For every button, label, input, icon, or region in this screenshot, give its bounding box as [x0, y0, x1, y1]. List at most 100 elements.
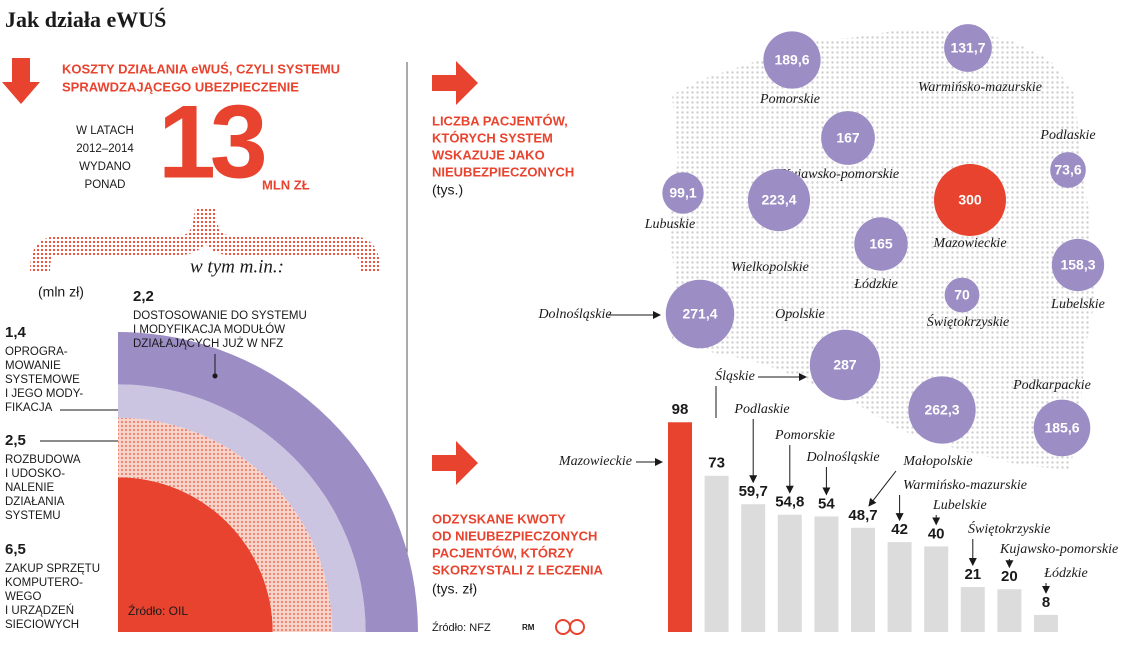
value-label: 20 — [1001, 568, 1018, 585]
category-label: ZAKUP SPRZĘTU — [5, 563, 100, 575]
category-label: I JEGO MODY- — [5, 388, 83, 400]
bubble — [747, 168, 811, 232]
bar — [960, 587, 985, 632]
region-label: Kujawsko-pomorskie — [780, 167, 899, 182]
bubble — [809, 329, 881, 401]
category-label: KOMPUTERO- — [5, 577, 83, 589]
value-label: 287 — [833, 357, 857, 373]
ring-segment — [118, 384, 366, 632]
ring-segment — [118, 477, 273, 632]
region-label: Opolskie — [775, 307, 825, 322]
category-label: OPROGRA- — [5, 346, 68, 358]
value-label: 158,3 — [1060, 257, 1095, 273]
leader-line — [868, 470, 897, 507]
value-label: 185,6 — [1044, 420, 1079, 436]
intro-text: 2012–2014 — [76, 143, 134, 155]
section-title: WSKAZUJE JAKO — [432, 147, 545, 162]
value-label: 98 — [672, 401, 689, 418]
ring-segment — [118, 417, 333, 632]
category-label: SIECIOWYCH — [5, 619, 79, 631]
region-label: Podlaskie — [1039, 128, 1095, 143]
region-label: Łódzkie — [1043, 566, 1088, 581]
value-label: 131,7 — [950, 40, 985, 56]
bubble — [1033, 399, 1091, 457]
value-label: 21 — [964, 566, 981, 583]
value-label: 73,6 — [1054, 162, 1081, 178]
total-value: 13 — [158, 84, 265, 200]
bubble — [854, 217, 908, 271]
category-label: MOWANIE — [5, 360, 61, 372]
value-label: 48,7 — [848, 507, 877, 524]
region-label: Śląskie — [715, 367, 755, 384]
bar — [668, 422, 692, 632]
category-label: WEGO — [5, 591, 41, 603]
category-label: SYSTEMOWE — [5, 374, 80, 386]
region-label: Dolnośląskie — [805, 450, 879, 465]
region-label: Mazowieckie — [558, 454, 632, 469]
arrow-icon — [432, 61, 478, 105]
unit-label: (tys.) — [432, 182, 463, 198]
value-label: 2,2 — [133, 288, 154, 305]
brace — [30, 207, 380, 273]
section-title: PACJENTÓW, KTÓRZY — [432, 545, 574, 560]
section-title: OD NIEUBEZPIECZONYCH — [432, 528, 597, 543]
region-label: Podkarpackie — [1012, 378, 1091, 393]
arrow-icon — [2, 58, 40, 104]
bubble — [944, 24, 992, 72]
value-label: 73 — [708, 455, 725, 472]
bubble — [1051, 238, 1105, 292]
source: Źródło: NFZ — [432, 621, 491, 634]
bar — [924, 546, 949, 632]
value-label: 8 — [1042, 594, 1050, 611]
region-label: Warmińsko-mazurskie — [918, 80, 1042, 95]
value-label: 262,3 — [924, 402, 959, 418]
value-label: 70 — [954, 287, 970, 303]
region-label: Pomorskie — [759, 92, 820, 107]
region-label: Lubelskie — [1050, 297, 1105, 312]
value-label: 6,5 — [5, 541, 26, 558]
section-title: NIEUBEZPIECZONYCH — [432, 164, 574, 179]
category-label: FIKACJA — [5, 402, 53, 414]
region-label: Wielkopolskie — [731, 260, 809, 275]
region-label: Podlaskie — [733, 402, 789, 417]
unit-label: (tys. zł) — [432, 581, 477, 597]
category-label: ROZBUDOWA — [5, 454, 81, 466]
leader-dot — [212, 373, 218, 379]
region-label: Mazowieckie — [932, 236, 1006, 251]
section-title: KTÓRYCH SYSTEM — [432, 130, 553, 145]
subtitle: w tym m.in.: — [190, 256, 284, 277]
category-label: SYSTEMU — [5, 510, 61, 522]
value-label: 42 — [891, 521, 908, 538]
intro-text: WYDANO — [79, 161, 131, 173]
region-label: Dolnośląskie — [537, 307, 611, 322]
category-label: I UDOSKO- — [5, 468, 65, 480]
region-label: Warmińsko-mazurskie — [903, 478, 1027, 493]
bar — [814, 516, 839, 632]
value-label: 189,6 — [774, 52, 809, 68]
value-label: 165 — [869, 236, 893, 252]
section-title: KOSZTY DZIAŁANIA eWUŚ, CZYLI SYSTEMU — [62, 61, 340, 76]
arrow-icon — [432, 441, 478, 485]
bubble — [821, 111, 875, 165]
bubble — [944, 277, 980, 313]
region-label: Lubelskie — [932, 498, 987, 513]
category-label: I MODYFIKACJA MODUŁÓW — [133, 323, 285, 336]
value-label: 167 — [836, 130, 860, 146]
intro-text: W LATACH — [76, 125, 134, 137]
value-label: 2,5 — [5, 432, 26, 449]
total-unit: MLN ZŁ — [262, 177, 310, 192]
region-label: Lubuskie — [644, 217, 696, 232]
bar — [741, 504, 766, 632]
bubble — [763, 31, 821, 89]
ring-segment — [118, 332, 418, 632]
region-label: Świętokrzyskie — [927, 313, 1009, 330]
section-title: SPRAWDZAJĄCEGO UBEZPIECZENIE — [62, 79, 299, 94]
region-label: Pomorskie — [774, 428, 835, 443]
bar — [887, 542, 912, 632]
bar — [997, 589, 1022, 632]
bubble — [662, 172, 704, 214]
region-label: Małopolskie — [902, 454, 972, 469]
region-label: Łódzkie — [853, 277, 898, 292]
source: Źródło: OIL — [128, 603, 188, 618]
